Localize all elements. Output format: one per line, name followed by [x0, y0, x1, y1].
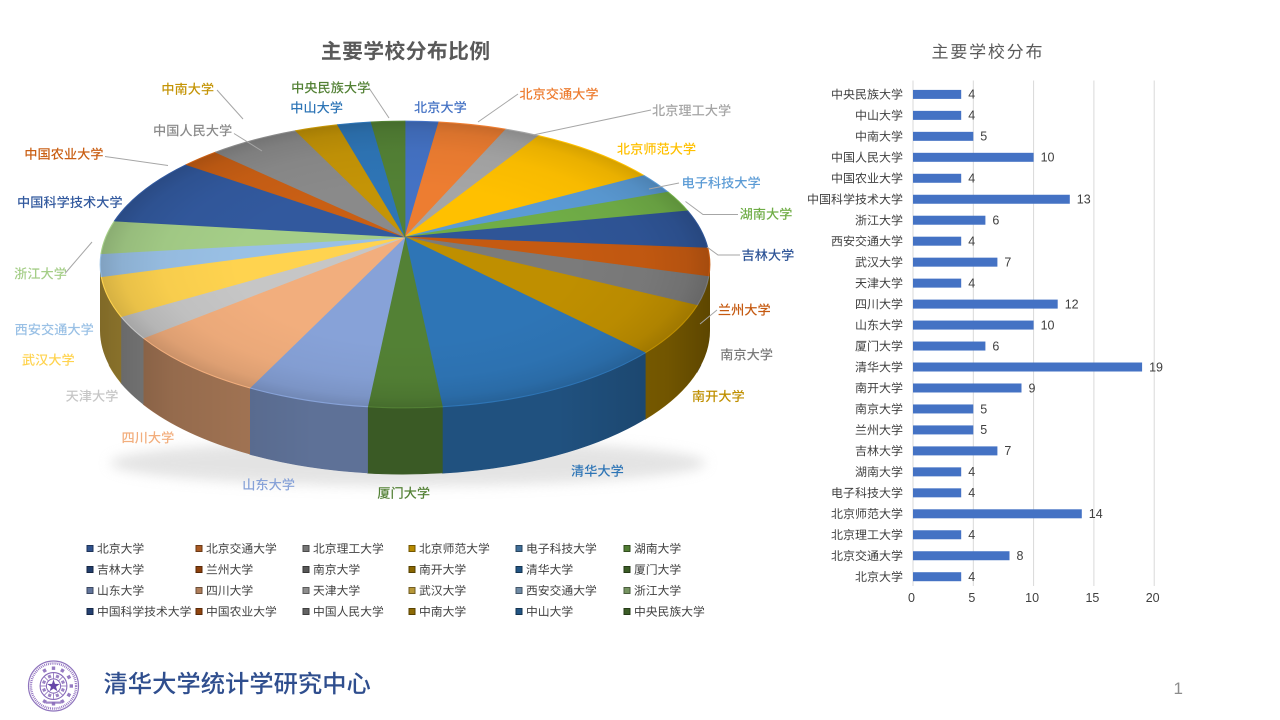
svg-text:19: 19: [1149, 360, 1163, 374]
svg-text:14: 14: [1089, 507, 1103, 521]
svg-text:1: 1: [1174, 679, 1183, 698]
svg-text:4: 4: [968, 528, 975, 542]
svg-text:6: 6: [992, 339, 999, 353]
svg-text:5: 5: [980, 402, 987, 416]
svg-text:9: 9: [1029, 381, 1036, 395]
svg-text:4: 4: [968, 276, 975, 290]
svg-text:8: 8: [1017, 549, 1024, 563]
svg-text:4: 4: [968, 88, 975, 102]
svg-text:5: 5: [980, 130, 987, 144]
svg-text:4: 4: [968, 172, 975, 186]
svg-text:4: 4: [968, 486, 975, 500]
svg-text:4: 4: [968, 234, 975, 248]
svg-text:4: 4: [968, 465, 975, 479]
svg-text:7: 7: [1004, 444, 1011, 458]
svg-text:20: 20: [1146, 591, 1160, 605]
svg-text:0: 0: [908, 591, 915, 605]
svg-text:15: 15: [1085, 591, 1099, 605]
svg-text:5: 5: [980, 423, 987, 437]
svg-text:13: 13: [1077, 193, 1091, 207]
svg-text:6: 6: [992, 214, 999, 228]
svg-text:5: 5: [968, 591, 975, 605]
svg-text:10: 10: [1025, 591, 1039, 605]
svg-text:12: 12: [1065, 297, 1079, 311]
svg-text:7: 7: [1004, 255, 1011, 269]
svg-text:4: 4: [968, 109, 975, 123]
svg-text:10: 10: [1041, 151, 1055, 165]
svg-text:4: 4: [968, 570, 975, 584]
svg-text:10: 10: [1041, 318, 1055, 332]
